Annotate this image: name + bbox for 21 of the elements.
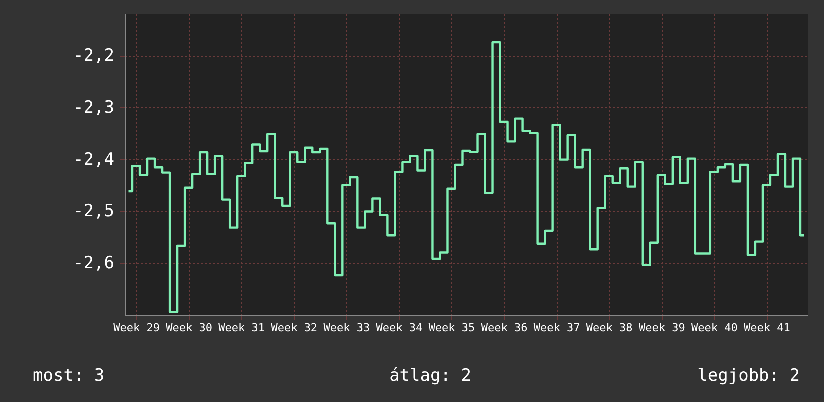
text: átlag: 2 [390,366,472,386]
text: most: 3 [33,366,105,386]
text: legjobb: 2 [698,366,800,386]
x-tick-label: Week 35 [428,322,476,334]
x-tick-label: Week 37 [534,322,580,334]
x-tick-label: Week 31 [218,322,266,334]
x-tick-label: Week 33 [324,322,370,334]
x-tick-label: Week 39 [638,322,686,334]
x-tick-label: Week 38 [586,322,633,334]
x-tick-label: Week 36 [481,322,528,334]
x-tick-label: Week 40 [692,322,738,334]
x-tick-label: Week 41 [744,322,790,334]
y-tick-label: -2,2 [74,46,114,66]
y-tick-label: -2,3 [74,98,114,118]
x-tick-label: Week 30 [166,322,212,334]
y-tick-label: -2,6 [74,254,114,274]
x-tick-label: Week 34 [376,322,424,334]
x-tick-label: Week 32 [271,322,318,334]
y-tick-label: -2,5 [74,202,114,222]
y-tick-label: -2,4 [74,150,114,170]
x-tick-label: Week 29 [114,322,160,334]
